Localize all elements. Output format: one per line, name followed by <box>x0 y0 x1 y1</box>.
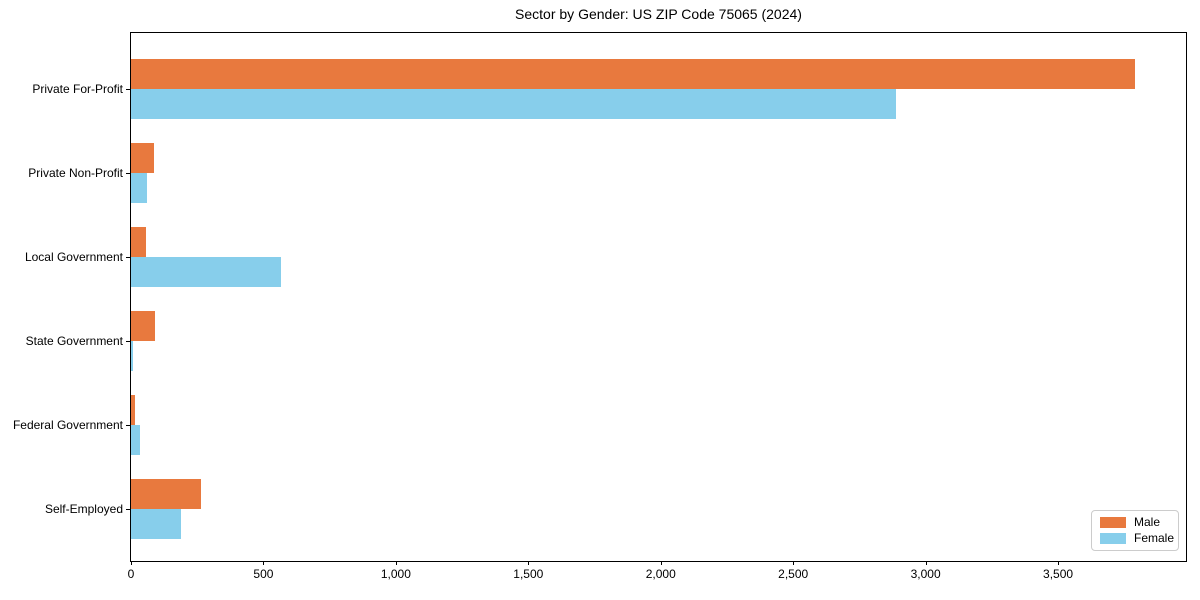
y-tick <box>126 89 131 90</box>
x-tick-label-1000: 1,000 <box>380 567 411 581</box>
bar-female-federal-government <box>131 425 141 455</box>
plot-area <box>130 32 1187 562</box>
legend-label-female: Female <box>1134 531 1175 545</box>
bar-male-self-employed <box>131 479 202 509</box>
y-tick <box>126 173 131 174</box>
x-tick <box>925 561 927 565</box>
bar-female-private-for-profit <box>131 89 897 119</box>
bar-female-local-government <box>131 257 281 287</box>
x-tick-label-3000: 3,000 <box>910 567 941 581</box>
chart-title: Sector by Gender: US ZIP Code 75065 (202… <box>515 6 802 22</box>
y-tick <box>126 341 131 342</box>
y-tick-label-state-government: State Government <box>25 334 123 348</box>
bar-male-state-government <box>131 311 155 341</box>
bar-female-self-employed <box>131 509 182 539</box>
y-tick <box>126 425 131 426</box>
x-tick <box>660 561 662 565</box>
female-color-swatch <box>1100 533 1126 544</box>
y-tick <box>126 257 131 258</box>
bar-female-state-government <box>131 341 133 371</box>
x-tick <box>528 561 530 565</box>
y-tick-label-local-government: Local Government <box>24 250 123 264</box>
legend-label-male: Male <box>1134 515 1161 529</box>
bar-female-private-non-profit <box>131 173 147 203</box>
x-tick <box>793 561 795 565</box>
x-tick <box>131 561 132 565</box>
x-tick <box>263 561 265 565</box>
x-tick-label-1500: 1,500 <box>513 567 544 581</box>
legend-item-male: Male <box>1100 516 1170 529</box>
y-tick-label-private-for-profit: Private For-Profit <box>32 82 123 96</box>
y-tick-label-federal-government: Federal Government <box>12 418 123 432</box>
x-tick <box>395 561 397 565</box>
x-tick-label-0: 0 <box>127 567 135 581</box>
legend-item-female: Female <box>1100 532 1174 545</box>
bar-male-federal-government <box>131 395 135 425</box>
y-tick <box>126 509 131 510</box>
male-color-swatch <box>1100 517 1126 528</box>
x-tick-label-2500: 2,500 <box>778 567 809 581</box>
x-tick-label-500: 500 <box>253 567 274 581</box>
legend: Male Female <box>1091 510 1179 551</box>
x-tick-label-3500: 3,500 <box>1043 567 1074 581</box>
y-tick-label-self-employed: Self-Employed <box>44 502 123 516</box>
x-tick <box>1058 561 1060 565</box>
bar-male-private-for-profit <box>131 59 1135 89</box>
x-tick-label-2000: 2,000 <box>645 567 676 581</box>
bar-male-local-government <box>131 227 146 257</box>
y-tick-label-private-non-profit: Private Non-Profit <box>28 166 123 180</box>
bar-male-private-non-profit <box>131 143 154 173</box>
